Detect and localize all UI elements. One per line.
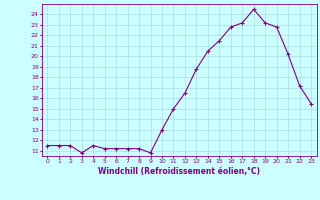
X-axis label: Windchill (Refroidissement éolien,°C): Windchill (Refroidissement éolien,°C) [98,167,260,176]
